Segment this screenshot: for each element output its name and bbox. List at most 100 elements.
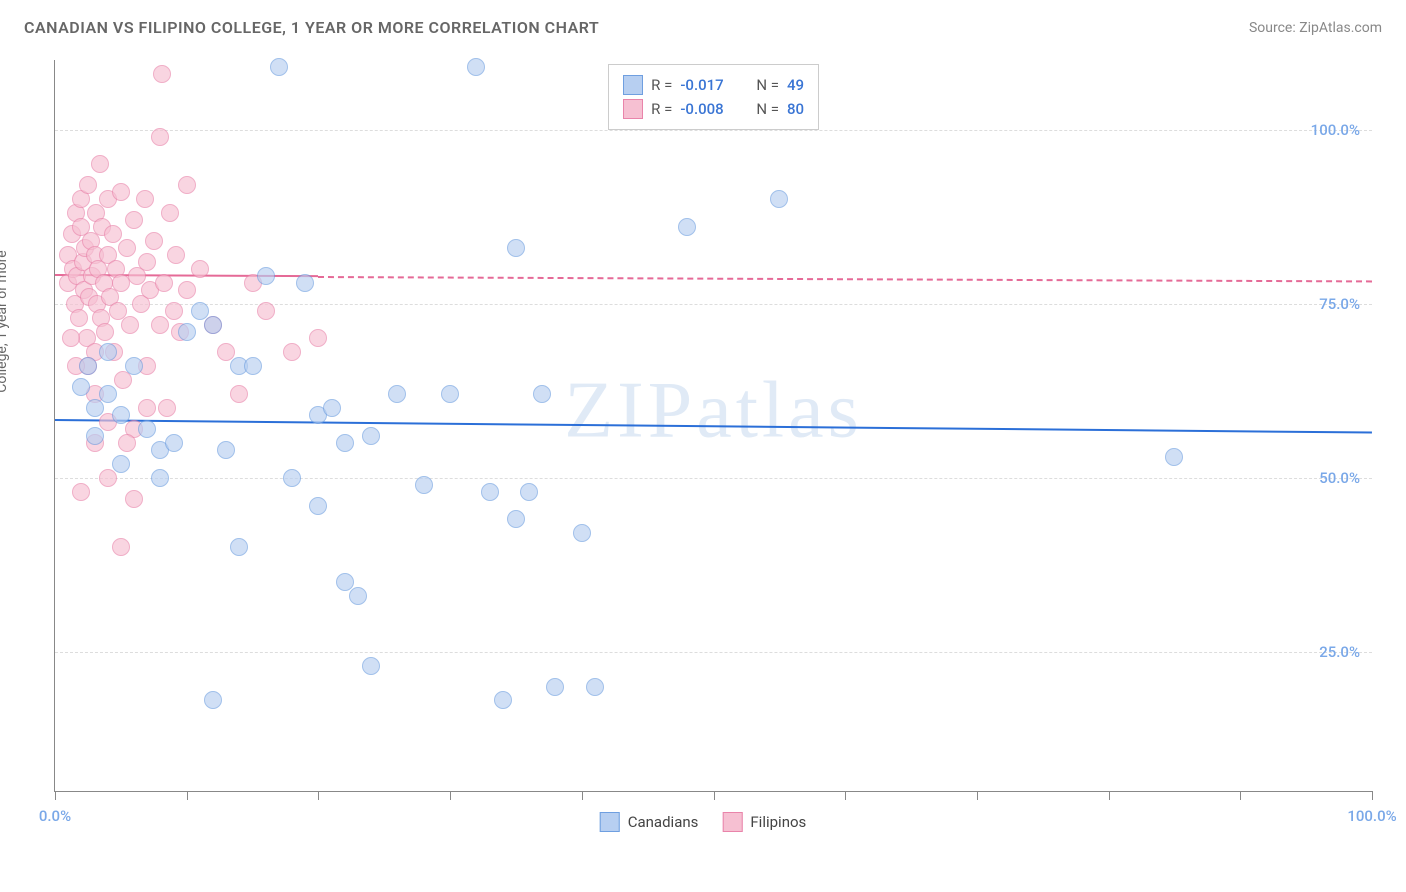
point-filipinos xyxy=(121,316,139,334)
point-filipinos xyxy=(138,399,156,417)
legend-item-canadians: Canadians xyxy=(600,812,699,832)
gridline xyxy=(55,130,1372,131)
point-canadians xyxy=(112,406,130,424)
gridline xyxy=(55,304,1372,305)
legend-item-filipinos: Filipinos xyxy=(722,812,806,832)
point-canadians xyxy=(336,434,354,452)
y-tick-label: 100.0% xyxy=(1311,121,1360,139)
point-canadians xyxy=(546,678,564,696)
point-filipinos xyxy=(125,490,143,508)
point-canadians xyxy=(204,691,222,709)
point-canadians xyxy=(415,476,433,494)
point-filipinos xyxy=(230,385,248,403)
x-tick xyxy=(450,791,451,800)
x-tick xyxy=(1109,791,1110,800)
x-tick xyxy=(187,791,188,800)
n-value-filipinos: 80 xyxy=(787,97,804,121)
point-canadians xyxy=(72,378,90,396)
r-label: R = xyxy=(651,97,672,121)
point-filipinos xyxy=(257,302,275,320)
point-canadians xyxy=(99,385,117,403)
point-canadians xyxy=(678,218,696,236)
point-canadians xyxy=(507,239,525,257)
watermark: ZIPatlas xyxy=(564,365,863,456)
point-filipinos xyxy=(118,434,136,452)
n-label: N = xyxy=(756,97,779,121)
point-canadians xyxy=(99,343,117,361)
x-tick xyxy=(582,791,583,800)
point-canadians xyxy=(494,691,512,709)
point-canadians xyxy=(283,469,301,487)
point-canadians xyxy=(112,455,130,473)
n-label: N = xyxy=(756,73,779,97)
point-canadians xyxy=(86,399,104,417)
series-legend: Canadians Filipinos xyxy=(600,812,807,832)
y-tick-label: 50.0% xyxy=(1319,469,1360,487)
point-filipinos xyxy=(79,176,97,194)
point-canadians xyxy=(138,420,156,438)
point-canadians xyxy=(244,357,262,375)
point-canadians xyxy=(1165,448,1183,466)
x-tick xyxy=(714,791,715,800)
swatch-canadians-icon xyxy=(623,75,643,95)
point-canadians xyxy=(441,385,459,403)
point-canadians xyxy=(270,58,288,76)
point-canadians xyxy=(349,587,367,605)
r-value-filipinos: -0.008 xyxy=(680,97,742,121)
point-filipinos xyxy=(62,329,80,347)
point-canadians xyxy=(125,357,143,375)
point-canadians xyxy=(204,316,222,334)
point-filipinos xyxy=(158,399,176,417)
point-filipinos xyxy=(161,204,179,222)
legend-label-canadians: Canadians xyxy=(628,813,699,831)
point-canadians xyxy=(388,385,406,403)
point-canadians xyxy=(481,483,499,501)
x-tick xyxy=(318,791,319,800)
point-filipinos xyxy=(145,232,163,250)
point-filipinos xyxy=(138,253,156,271)
point-filipinos xyxy=(72,483,90,501)
chart-source: Source: ZipAtlas.com xyxy=(1249,20,1382,36)
swatch-filipinos-icon xyxy=(722,812,742,832)
trend-line xyxy=(55,419,1372,434)
point-filipinos xyxy=(151,316,169,334)
point-canadians xyxy=(257,267,275,285)
point-canadians xyxy=(178,323,196,341)
point-canadians xyxy=(586,678,604,696)
n-value-canadians: 49 xyxy=(787,73,804,97)
plot-area: ZIPatlas R = -0.017 N = 49 R = -0.008 N … xyxy=(54,60,1372,792)
point-filipinos xyxy=(118,239,136,257)
point-filipinos xyxy=(155,274,173,292)
point-canadians xyxy=(467,58,485,76)
point-canadians xyxy=(165,434,183,452)
point-canadians xyxy=(309,497,327,515)
r-label: R = xyxy=(651,73,672,97)
point-canadians xyxy=(230,538,248,556)
legend-row-filipinos: R = -0.008 N = 80 xyxy=(623,97,804,121)
point-filipinos xyxy=(112,538,130,556)
x-tick xyxy=(55,791,56,800)
x-tick xyxy=(1240,791,1241,800)
point-filipinos xyxy=(112,183,130,201)
point-filipinos xyxy=(125,211,143,229)
legend-label-filipinos: Filipinos xyxy=(750,813,806,831)
point-canadians xyxy=(770,190,788,208)
point-canadians xyxy=(217,441,235,459)
point-filipinos xyxy=(99,469,117,487)
point-filipinos xyxy=(136,190,154,208)
point-filipinos xyxy=(104,225,122,243)
point-filipinos xyxy=(309,329,327,347)
point-filipinos xyxy=(96,323,114,341)
trend-line-dash xyxy=(318,276,1372,282)
point-canadians xyxy=(533,385,551,403)
x-tick xyxy=(1372,791,1373,800)
gridline xyxy=(55,652,1372,653)
legend-row-canadians: R = -0.017 N = 49 xyxy=(623,73,804,97)
point-filipinos xyxy=(178,281,196,299)
x-tick-label: 0.0% xyxy=(39,807,71,825)
y-axis-label: College, 1 year or more xyxy=(0,250,10,392)
point-canadians xyxy=(362,427,380,445)
x-tick-label: 100.0% xyxy=(1347,807,1396,825)
x-tick xyxy=(845,791,846,800)
point-filipinos xyxy=(191,260,209,278)
